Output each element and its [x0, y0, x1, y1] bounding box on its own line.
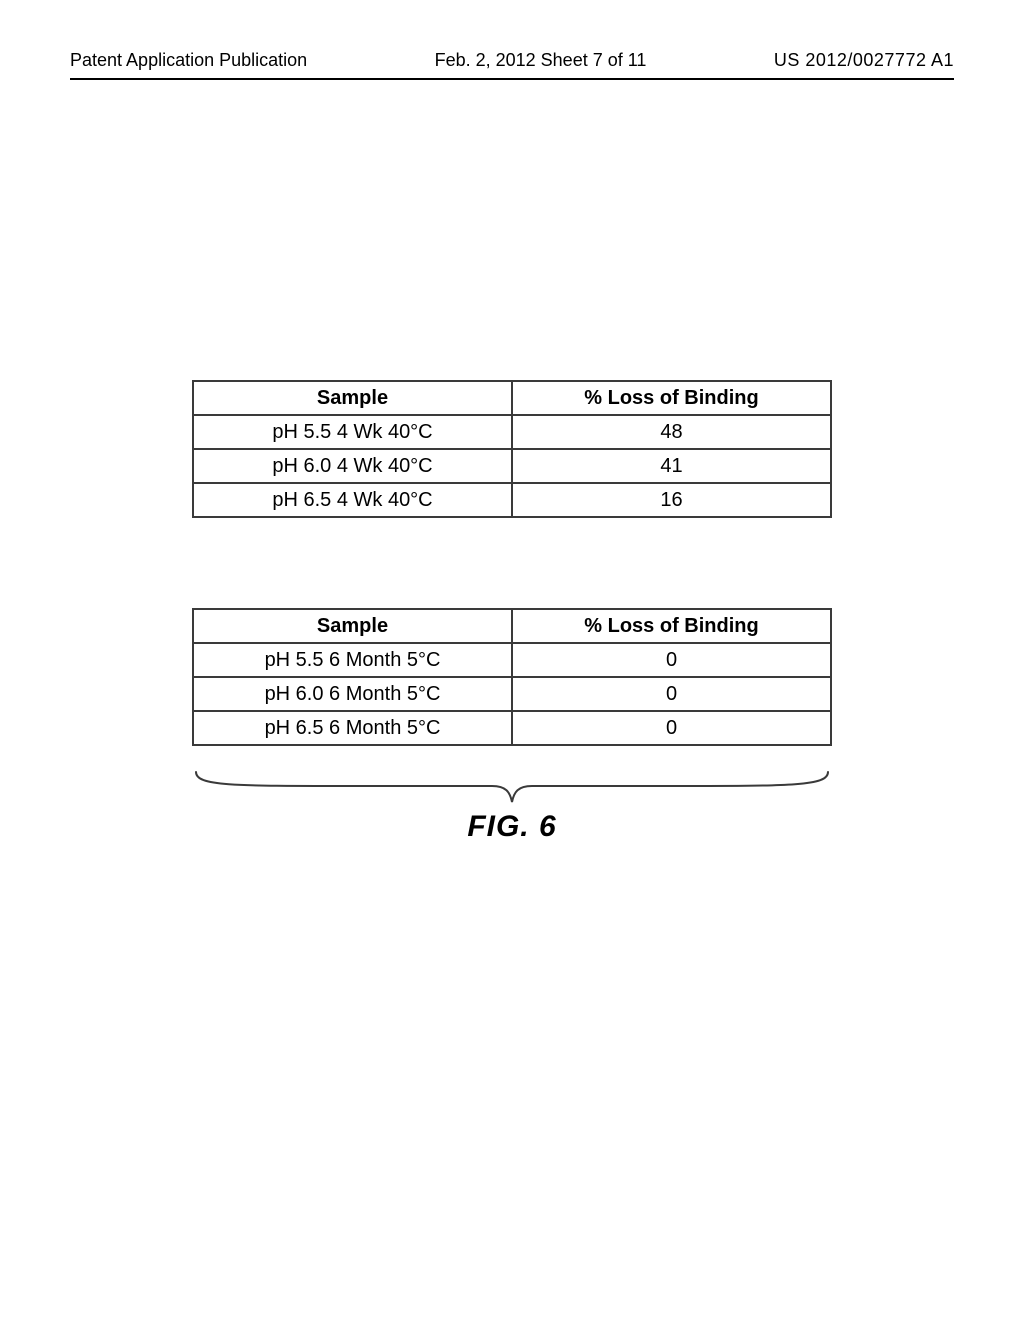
- cell: 16: [512, 483, 831, 517]
- brace-icon: [192, 770, 832, 804]
- header-right: US 2012/0027772 A1: [774, 50, 954, 71]
- col-header: Sample: [193, 609, 512, 643]
- cell: pH 5.5 6 Month 5°C: [193, 643, 512, 677]
- table-row: pH 6.5 4 Wk 40°C 16: [193, 483, 831, 517]
- table-row: Sample % Loss of Binding: [193, 609, 831, 643]
- col-header: Sample: [193, 381, 512, 415]
- header-center: Feb. 2, 2012 Sheet 7 of 11: [435, 50, 647, 71]
- header-rule: [70, 78, 954, 80]
- table-row: pH 6.0 6 Month 5°C 0: [193, 677, 831, 711]
- patent-page: Patent Application Publication Feb. 2, 2…: [0, 0, 1024, 1320]
- cell: 0: [512, 643, 831, 677]
- cell: pH 5.5 4 Wk 40°C: [193, 415, 512, 449]
- table-bottom: Sample % Loss of Binding pH 5.5 6 Month …: [192, 608, 832, 746]
- cell: 0: [512, 711, 831, 745]
- table-row: pH 6.0 4 Wk 40°C 41: [193, 449, 831, 483]
- figure-brace-wrap: FIG. 6: [192, 770, 832, 844]
- table-top: Sample % Loss of Binding pH 5.5 4 Wk 40°…: [192, 380, 832, 518]
- cell: pH 6.5 4 Wk 40°C: [193, 483, 512, 517]
- figure-content: Sample % Loss of Binding pH 5.5 4 Wk 40°…: [0, 380, 1024, 844]
- table-row: pH 5.5 6 Month 5°C 0: [193, 643, 831, 677]
- cell: pH 6.0 4 Wk 40°C: [193, 449, 512, 483]
- cell: pH 6.5 6 Month 5°C: [193, 711, 512, 745]
- cell: pH 6.0 6 Month 5°C: [193, 677, 512, 711]
- header-left: Patent Application Publication: [70, 50, 307, 71]
- col-header: % Loss of Binding: [512, 381, 831, 415]
- cell: 41: [512, 449, 831, 483]
- figure-label: FIG. 6: [467, 810, 556, 844]
- page-header: Patent Application Publication Feb. 2, 2…: [70, 50, 954, 71]
- col-header: % Loss of Binding: [512, 609, 831, 643]
- table-row: pH 6.5 6 Month 5°C 0: [193, 711, 831, 745]
- cell: 48: [512, 415, 831, 449]
- table-row: pH 5.5 4 Wk 40°C 48: [193, 415, 831, 449]
- cell: 0: [512, 677, 831, 711]
- table-row: Sample % Loss of Binding: [193, 381, 831, 415]
